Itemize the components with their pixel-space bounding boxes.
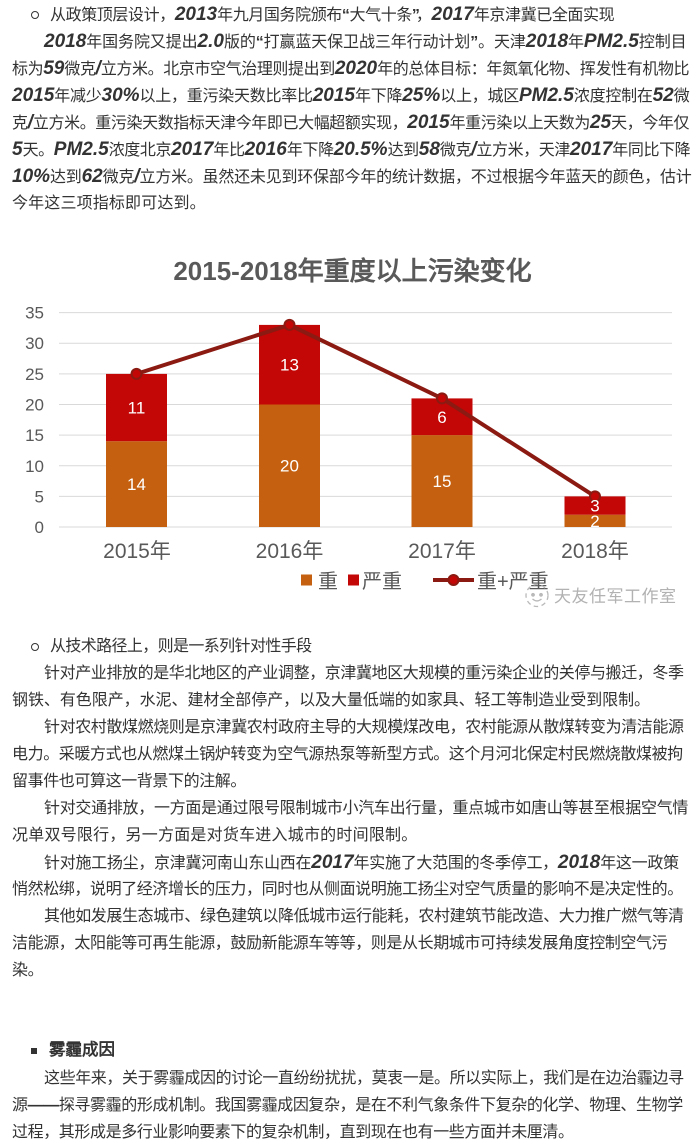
svg-text:3: 3 xyxy=(590,497,599,516)
svg-text:2015-2018年重度以上污染变化: 2015-2018年重度以上污染变化 xyxy=(173,256,531,286)
svg-text:2018年: 2018年 xyxy=(561,540,629,563)
svg-text:25: 25 xyxy=(25,365,44,384)
svg-text:2015年: 2015年 xyxy=(103,540,171,563)
svg-text:2016年: 2016年 xyxy=(256,540,324,563)
svg-text:35: 35 xyxy=(25,304,44,323)
svg-text:30: 30 xyxy=(25,334,44,353)
svg-text:2017年: 2017年 xyxy=(408,540,476,563)
svg-text:15: 15 xyxy=(433,472,452,491)
svg-text:5: 5 xyxy=(35,487,44,506)
svg-text:6: 6 xyxy=(437,408,446,427)
svg-text:10: 10 xyxy=(25,457,44,476)
svg-text:2: 2 xyxy=(590,512,599,531)
svg-text:14: 14 xyxy=(127,475,146,494)
svg-text:11: 11 xyxy=(128,399,146,418)
svg-text:严重: 严重 xyxy=(362,570,402,593)
svg-text:重: 重 xyxy=(318,570,338,593)
svg-text:重+严重: 重+严重 xyxy=(477,570,549,593)
svg-text:0: 0 xyxy=(35,518,44,537)
svg-text:20: 20 xyxy=(25,396,44,415)
svg-text:20: 20 xyxy=(280,457,299,476)
svg-text:13: 13 xyxy=(280,356,299,375)
svg-text:15: 15 xyxy=(25,426,44,445)
svg-text:天友任军工作室: 天友任军工作室 xyxy=(554,587,677,606)
